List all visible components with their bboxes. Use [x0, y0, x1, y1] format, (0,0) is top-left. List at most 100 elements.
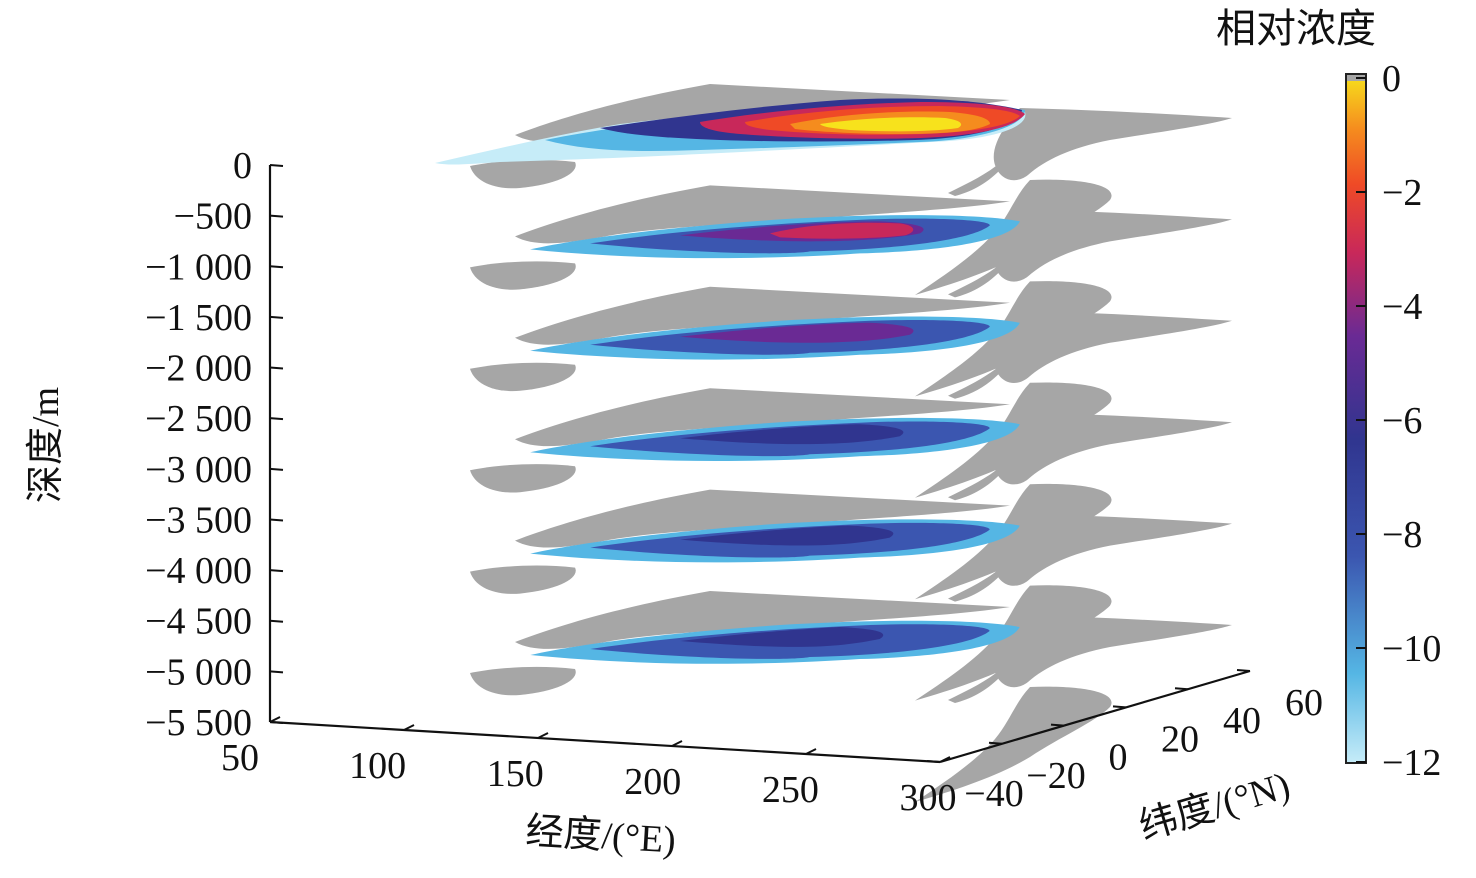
- land-mass: [515, 185, 1010, 244]
- land-mass: [948, 673, 1000, 703]
- y-tick-label: −40: [964, 773, 1023, 815]
- depth-slice: [470, 185, 1232, 397]
- colorbar-tick-label: −8: [1382, 514, 1422, 556]
- y-tick-label: −20: [1026, 755, 1085, 797]
- land-mass: [470, 464, 576, 493]
- concentration-region: [680, 525, 894, 546]
- concentration-region: [770, 222, 914, 239]
- x-tick-label: 50: [221, 737, 259, 779]
- z-tick-label: −4 500: [145, 601, 252, 643]
- depth-slice: [435, 84, 1232, 295]
- z-tick-mark: [269, 721, 284, 724]
- z-tick-label: −5 500: [145, 702, 252, 744]
- x-tick-mark: [805, 748, 817, 755]
- land-mass: [515, 286, 1010, 345]
- z-tick-label: −3 000: [145, 449, 252, 491]
- concentration-region: [680, 627, 884, 647]
- colorbar-tick-label: −10: [1382, 628, 1441, 670]
- land-mass: [470, 261, 576, 290]
- z-tick-label: 0: [233, 145, 252, 187]
- depth-slices: [435, 84, 1232, 802]
- z-tick-mark: [269, 417, 284, 421]
- land-mass: [993, 412, 1232, 485]
- y-axis-line: [939, 669, 1251, 764]
- land-mass: [948, 166, 1000, 196]
- x-tick-label: 100: [349, 745, 406, 787]
- y-tick-mark: [1050, 723, 1065, 727]
- x-tick-mark: [537, 732, 549, 739]
- z-tick-label: −1 000: [145, 246, 252, 288]
- axes: 0 −500 −1 000 −1 500 −2 000 −2 500 −3 000 −3 50…: [145, 145, 1323, 819]
- land-mass: [948, 267, 1000, 298]
- land-mass: [993, 108, 1232, 181]
- land-mass: [470, 159, 576, 189]
- colorbar-tick-label: −12: [1382, 742, 1441, 784]
- z-tick-label: −2 500: [145, 398, 252, 440]
- land-mass: [948, 470, 1000, 501]
- land-mass: [515, 591, 1010, 649]
- z-tick-label: −3 500: [145, 499, 252, 541]
- z-tick-label: −2 000: [145, 348, 252, 390]
- x-tick-mark: [939, 756, 951, 763]
- z-tick-mark: [269, 467, 284, 471]
- z-tick-label: −1 500: [145, 297, 252, 339]
- z-tick-mark: [269, 619, 284, 623]
- depth-slice: [470, 286, 1232, 498]
- land-mass: [993, 310, 1232, 384]
- x-tick-mark: [671, 740, 683, 747]
- x-tick-mark: [269, 716, 281, 723]
- land-mass: [470, 565, 576, 594]
- x-axis-line: [269, 720, 941, 764]
- colorbar-title: 相对浓度: [1216, 6, 1376, 52]
- land-mass: [993, 209, 1232, 282]
- colorbar-tick-label: −4: [1382, 286, 1422, 328]
- y-tick-mark: [1174, 687, 1189, 691]
- z-tick-mark: [269, 366, 284, 370]
- colorbar-bar: [1345, 73, 1367, 764]
- x-tick-label: 200: [624, 761, 681, 803]
- land-mass: [470, 362, 576, 392]
- z-tick-label: −500: [174, 196, 252, 238]
- depth-slice: [470, 489, 1232, 701]
- y-tick-label: 0: [1109, 737, 1128, 779]
- concentration-region: [680, 322, 914, 343]
- z-tick-mark: [269, 265, 284, 269]
- colorbar-tick-label: 0: [1382, 58, 1401, 100]
- y-tick-mark: [1112, 705, 1127, 709]
- land-mass: [470, 666, 576, 696]
- colorbar: 0 −2 −4 −6 −8 −10 −12 相对浓度: [1216, 6, 1441, 784]
- x-axis-title: 经度/(°E): [524, 811, 677, 862]
- y-tick-label: 40: [1223, 700, 1261, 742]
- land-mass: [515, 489, 1010, 548]
- land-mass: [948, 571, 1000, 602]
- colorbar-tick-label: −6: [1382, 400, 1422, 442]
- land-mass: [915, 686, 1112, 802]
- y-tick-mark: [1236, 669, 1251, 672]
- depth-slice: [470, 388, 1232, 600]
- z-axis-title: 深度/m: [25, 387, 67, 503]
- z-tick-mark: [269, 164, 284, 167]
- z-tick-mark: [269, 315, 284, 319]
- concentration-region: [680, 424, 904, 445]
- z-tick-label: −5 000: [145, 651, 252, 693]
- land-mass: [515, 388, 1010, 447]
- y-tick-label: 60: [1285, 682, 1323, 724]
- z-tick-label: −4 000: [145, 550, 252, 592]
- colorbar-tick-label: −2: [1382, 172, 1422, 214]
- y-axis-title: 纬度/(°N): [1135, 765, 1295, 849]
- concentration-region: [820, 117, 962, 132]
- land-mass: [993, 513, 1232, 586]
- y-tick-label: 20: [1161, 718, 1199, 760]
- x-tick-mark: [403, 724, 415, 731]
- z-tick-mark: [269, 569, 284, 573]
- y-tick-mark: [988, 741, 1003, 745]
- z-tick-mark: [269, 670, 284, 674]
- x-tick-label: 150: [487, 753, 544, 795]
- x-tick-label: 300: [900, 777, 957, 819]
- land-mass: [993, 615, 1232, 688]
- z-tick-mark: [269, 214, 284, 218]
- land-mass: [948, 368, 1000, 399]
- depth-slice: [470, 591, 1232, 802]
- y-tick-mark: [926, 760, 941, 763]
